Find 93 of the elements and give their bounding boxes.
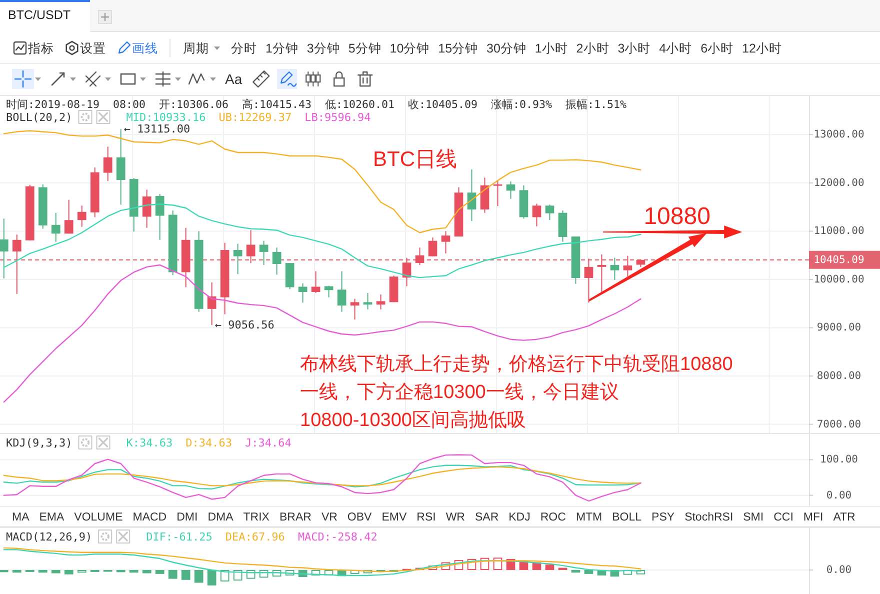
- text: 周期: [183, 42, 209, 56]
- bar: [545, 564, 554, 570]
- series-label: UB:12269.37: [218, 111, 292, 124]
- bar: [493, 558, 502, 570]
- text: BRAR: [279, 512, 312, 524]
- text: PSY: [652, 512, 675, 524]
- text: EMA: [39, 512, 64, 524]
- text: 指标: [27, 42, 54, 56]
- legend-title: KDJ(9,3,3): [6, 436, 72, 450]
- text: MTM: [576, 512, 602, 524]
- text: ROC: [540, 512, 566, 524]
- text: DMI: [176, 512, 198, 524]
- text: BTC/USDT: [8, 8, 71, 22]
- series-label: DIF:-61.25: [146, 530, 212, 544]
- text: VR: [321, 512, 338, 524]
- bar: [571, 570, 580, 573]
- text: Aa: [225, 71, 242, 87]
- text: MID:10933.16: [126, 111, 206, 124]
- text: DMA: [208, 512, 234, 524]
- text: MFI: [803, 512, 824, 524]
- text: SAR: [474, 512, 499, 524]
- bar: [220, 570, 230, 582]
- bar: [116, 570, 126, 572]
- bar: [207, 570, 216, 586]
- bar: [0, 570, 8, 572]
- bar: [168, 570, 178, 579]
- y-tick-label: 10000.00: [814, 273, 864, 286]
- bar: [259, 570, 268, 578]
- annotation: ← 9056.56: [214, 318, 274, 332]
- y-tick-label: 9000.00: [816, 322, 862, 334]
- legend-title: BOLL(20,2): [6, 111, 72, 124]
- bar: [363, 570, 372, 574]
- bar: [584, 570, 594, 574]
- text: 分时 1分钟 3分钟 5分钟 10分钟 15分钟 30分钟 1小时 2小时 3小时 4小时 6小时 12小时: [231, 42, 782, 56]
- text: BOLL: [612, 512, 642, 524]
- y-tick-label: 7000.00: [816, 418, 862, 430]
- text: WR: [446, 512, 465, 524]
- y-tick-label: 8000.00: [816, 370, 862, 382]
- legend-title: MACD(12,26,9): [6, 530, 92, 544]
- annotation: 布林线下轨承上行走势，价格运行下中轨受阻10880 一线，下方企稳10300一线，今日建议 10800-10300区间高抛低吸: [300, 354, 733, 431]
- y-tick-label: 100.00: [820, 454, 858, 466]
- text: KDJ: [508, 512, 530, 524]
- bar: [272, 570, 282, 577]
- bar: [12, 570, 22, 573]
- text: TRIX: [243, 512, 270, 524]
- bar: [467, 558, 476, 570]
- text: LB:9596.94: [304, 111, 372, 124]
- bar: [246, 570, 256, 579]
- bar: [441, 562, 450, 570]
- chart-subtitle: 时间:2019-08-19 08:00 开:10306.06 高:10415.43 低:10260.01 收:10405.09 涨幅:0.93% 振幅:1.51%: [6, 98, 628, 111]
- bar: [129, 570, 138, 573]
- text: StochRSI: [684, 512, 734, 524]
- y-tick-label: 11000.00: [814, 225, 864, 238]
- text: ATR: [833, 512, 856, 524]
- bar: [311, 570, 320, 576]
- y-tick-label: 10405.09: [814, 254, 864, 266]
- y-tick-label: 13000.00: [814, 128, 864, 141]
- bar: [285, 570, 294, 576]
- bar: [233, 570, 242, 581]
- bar: [38, 570, 48, 573]
- y-tick-label: 0.00: [826, 489, 852, 502]
- bar: [454, 560, 464, 570]
- text: MACD:-258.42: [298, 530, 378, 544]
- line-series: [3, 264, 642, 403]
- bar: [480, 558, 490, 570]
- text: J:34.64: [244, 436, 292, 450]
- bar: [636, 570, 646, 574]
- bar: [77, 570, 86, 573]
- bar: [155, 570, 164, 574]
- annotation: BTC日线: [372, 148, 457, 171]
- y-tick-label: 12000.00: [814, 176, 864, 189]
- text: D:34.63: [186, 436, 232, 450]
- line-series: [3, 454, 642, 502]
- bar: [428, 566, 438, 570]
- text: SMI: [743, 512, 764, 524]
- bar: [51, 570, 60, 574]
- bar: [64, 570, 74, 574]
- text: 设置: [80, 42, 106, 56]
- bar: [194, 570, 204, 583]
- bar: [142, 570, 152, 574]
- text: VOLUME: [74, 512, 124, 524]
- text: EMV: [382, 512, 407, 524]
- text: MACD: [132, 512, 167, 524]
- series-label: DEA:67.96: [225, 530, 285, 544]
- text: 画线: [132, 42, 158, 56]
- series-label: K:34.63: [126, 436, 173, 450]
- bar: [181, 570, 190, 580]
- text: MA: [12, 512, 30, 524]
- text: RSI: [416, 512, 436, 524]
- annotation: 10880: [644, 203, 710, 230]
- text: CCI: [774, 512, 794, 524]
- text: OBV: [347, 512, 372, 524]
- annotation: ← 13115.00: [124, 122, 190, 136]
